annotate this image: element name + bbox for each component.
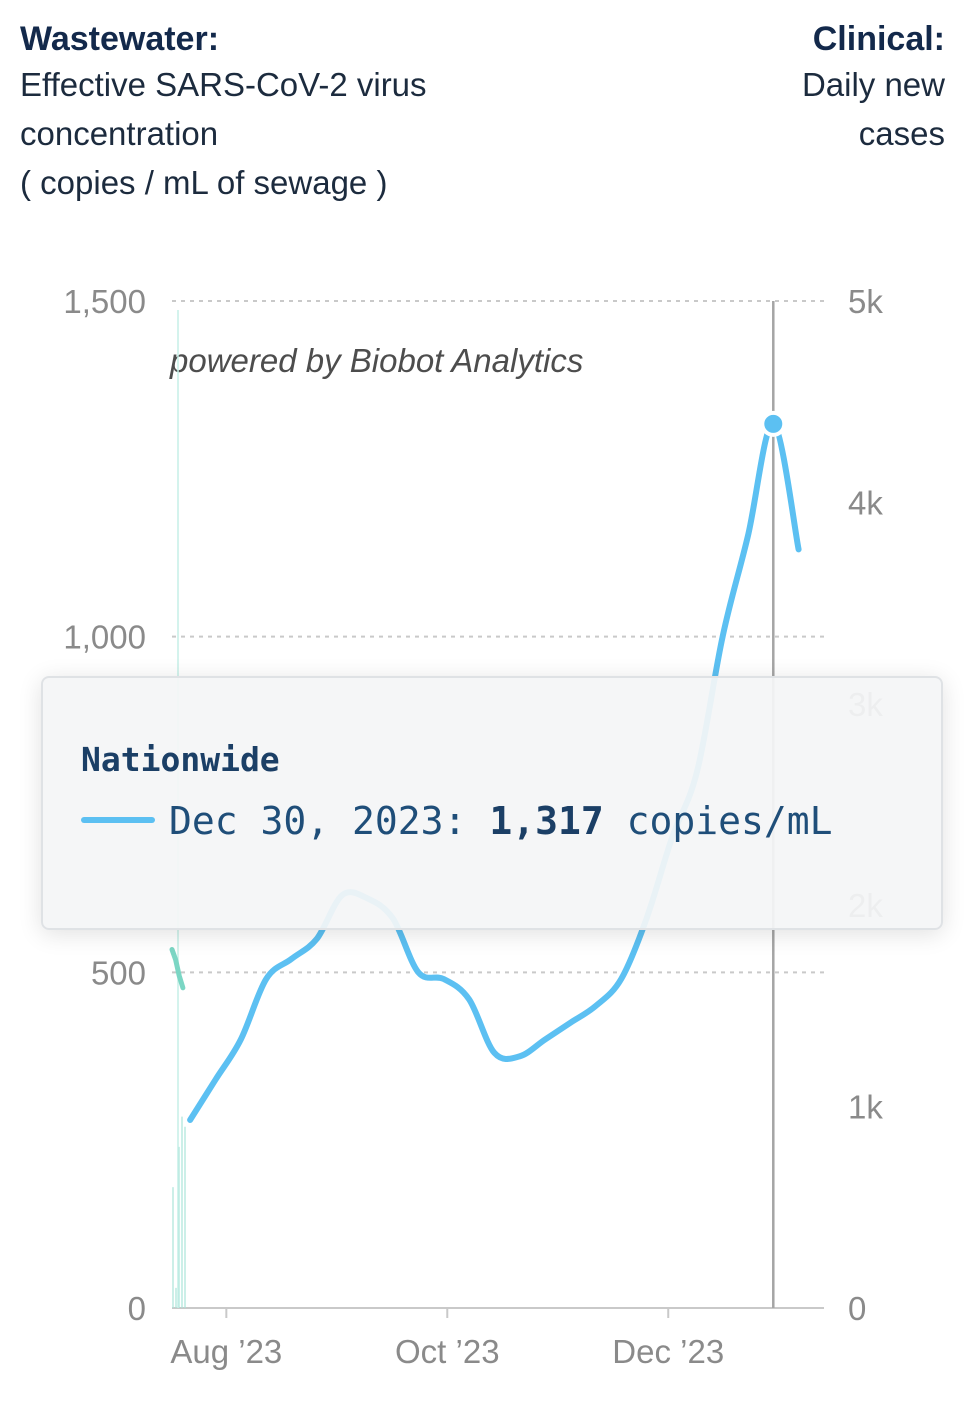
clinical-title: Clinical: <box>812 20 945 58</box>
wastewater-header: Wastewater: Effective SARS-CoV-2 virus c… <box>20 18 580 207</box>
clinical-header: Clinical: Daily new cases <box>645 18 945 158</box>
wastewater-subtitle: Effective SARS-CoV-2 virus concentration… <box>20 60 580 207</box>
tooltip-value-line: Dec 30, 2023: 1,317 copies/mL <box>81 798 901 844</box>
left-axis-tick-label: 0 <box>128 1290 146 1327</box>
hover-point[interactable] <box>760 410 787 437</box>
hover-tooltip: Nationwide Dec 30, 2023: 1,317 copies/mL <box>41 676 943 930</box>
x-axis-tick-label: Oct ’23 <box>395 1333 500 1370</box>
watermark-text: powered by Biobot Analytics <box>169 342 583 379</box>
tooltip-series-name: Nationwide <box>81 740 280 779</box>
tooltip-unit: copies/mL <box>626 799 833 843</box>
tooltip-value: 1,317 <box>489 799 604 843</box>
clinical-subtitle-line: Daily new <box>801 66 945 103</box>
clinical-subtitle-line: cases <box>858 115 945 152</box>
series-swatch-icon <box>81 816 155 823</box>
right-axis-tick-label: 5k <box>848 283 883 320</box>
left-axis-tick-label: 500 <box>91 954 146 991</box>
clinical-subtitle: Daily new cases <box>645 60 945 158</box>
wastewater-subtitle-line: concentration <box>20 115 219 152</box>
wastewater-subtitle-line: Effective SARS-CoV-2 virus <box>20 66 427 103</box>
clinical-series-line <box>169 947 186 991</box>
left-axis-tick-label: 1,000 <box>63 619 146 656</box>
tooltip-date: Dec 30, 2023: <box>169 799 467 843</box>
x-axis-tick-label: Dec ’23 <box>612 1333 724 1370</box>
wastewater-title: Wastewater: <box>20 20 220 58</box>
wastewater-subtitle-line: ( copies / mL of sewage ) <box>20 164 388 201</box>
x-axis-tick-label: Aug ’23 <box>170 1333 282 1370</box>
nationwide-series-line[interactable] <box>187 420 802 1123</box>
right-axis-tick-label: 1k <box>848 1089 883 1126</box>
left-axis-tick-label: 1,500 <box>63 283 146 320</box>
right-axis-tick-label: 0 <box>848 1290 866 1327</box>
right-axis-tick-label: 4k <box>848 484 883 521</box>
